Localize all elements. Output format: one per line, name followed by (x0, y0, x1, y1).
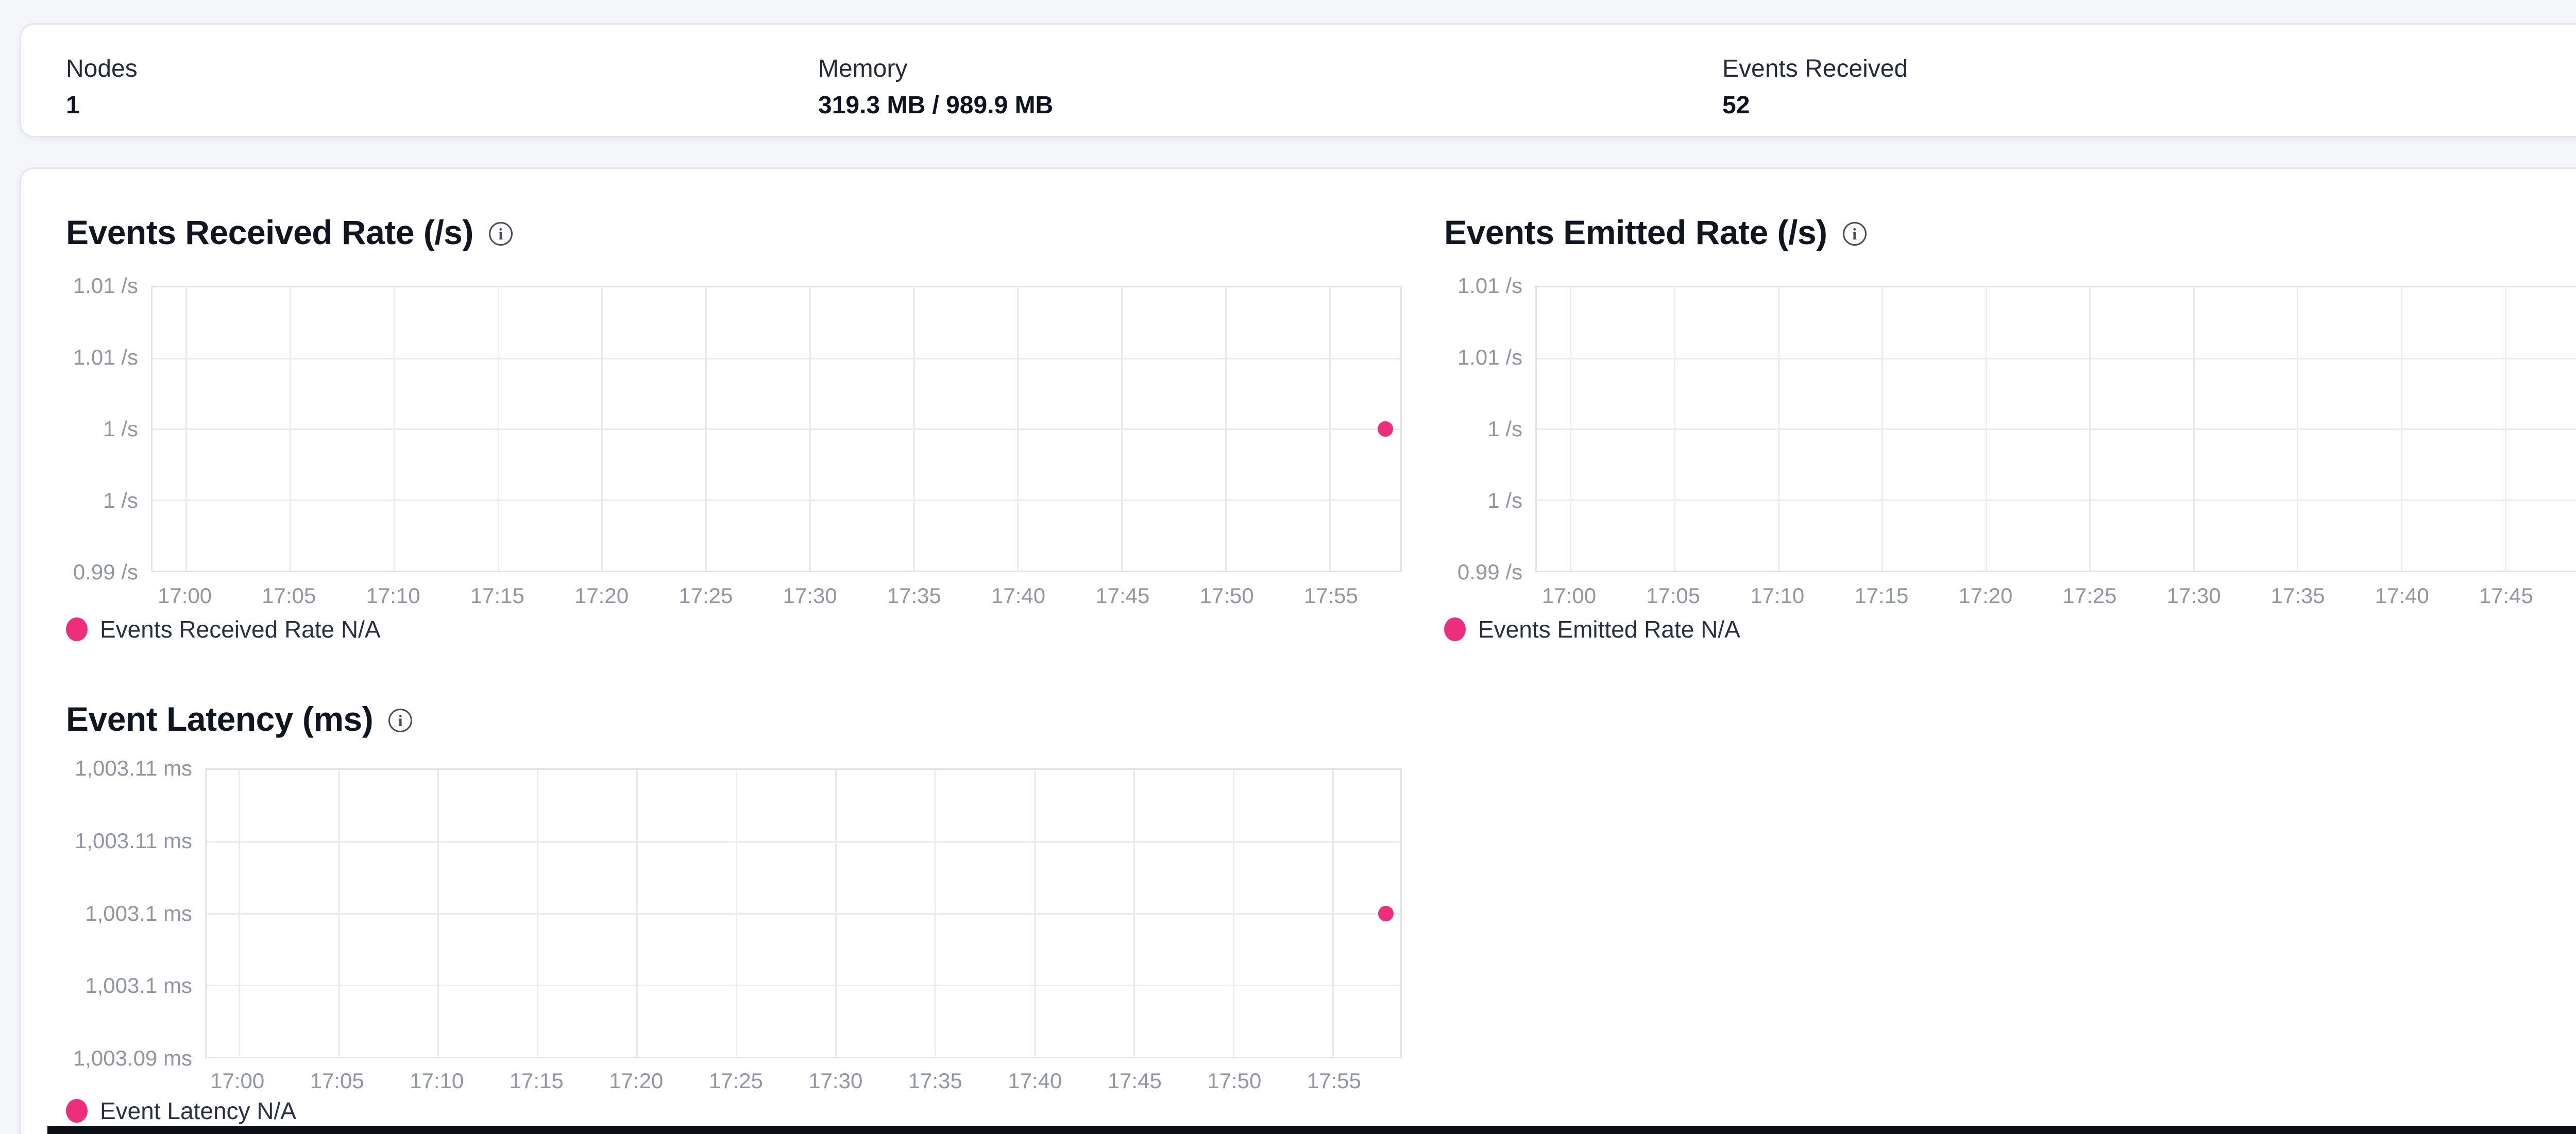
x-tick-label: 17:25 (679, 583, 733, 608)
x-tick-label: 17:40 (1008, 1069, 1062, 1093)
x-tick-label: 17:10 (1750, 583, 1805, 608)
y-tick-label: 1.01 /s (73, 273, 138, 298)
x-tick-label: 17:55 (1307, 1069, 1361, 1093)
chart-plot[interactable] (205, 768, 1402, 1058)
x-tick-label: 17:20 (574, 583, 629, 608)
legend-swatch (66, 1099, 88, 1123)
x-tick-label: 17:00 (1541, 583, 1597, 608)
chart-plot[interactable] (1535, 286, 2576, 572)
y-tick-label: 1.01 /s (73, 345, 138, 369)
chart-plot[interactable] (151, 286, 1402, 572)
stat-events-received: Events Received 52 (1722, 55, 1908, 119)
x-tick-label: 17:30 (783, 583, 837, 608)
stat-label: Events Received (1722, 55, 1908, 82)
x-tick-label: 17:10 (410, 1069, 464, 1093)
charts-panel: Events Received Rate (/s) i 1.01 /s 1.01 … (20, 167, 2576, 1134)
x-tick-label: 17:50 (1207, 1069, 1262, 1093)
y-tick-label: 0.99 /s (1457, 560, 1522, 584)
x-tick-label: 17:00 (157, 583, 212, 608)
info-icon[interactable]: i (1842, 222, 1867, 246)
x-axis: 17:00 17:05 17:10 17:15 17:20 17:25 17:30 17:35… (1535, 583, 2576, 614)
x-tick-label: 17:35 (887, 583, 941, 608)
x-tick-label: 17:45 (1095, 583, 1150, 608)
x-tick-label: 17:00 (210, 1069, 265, 1093)
x-tick-label: 17:20 (1958, 583, 2013, 608)
x-axis: 17:00 17:05 17:10 17:15 17:20 17:25 17:30 17:35… (205, 1069, 1402, 1099)
x-axis: 17:00 17:05 17:10 17:15 17:20 17:25 17:30 17:35… (151, 583, 1402, 614)
chart-events-emitted-rate: Events Emitted Rate (/s) i 1.01 /s 1.01 /… (1444, 208, 2576, 671)
chart-legend[interactable]: Events Emitted Rate N/A (1444, 615, 1740, 643)
stat-value: 1 (66, 92, 80, 119)
y-tick-label: 1,003.11 ms (74, 828, 192, 853)
chart-header: Events Emitted Rate (/s) i (1444, 208, 1867, 257)
stat-value: 52 (1722, 92, 1750, 119)
y-tick-label: 0.99 /s (73, 560, 138, 584)
x-tick-label: 17:30 (808, 1069, 863, 1093)
x-tick-label: 17:35 (908, 1069, 962, 1093)
stat-value: 319.3 MB / 989.9 MB (818, 92, 1054, 119)
x-tick-label: 17:50 (1199, 583, 1254, 608)
y-axis: 1.01 /s 1.01 /s 1 /s 1 /s 0.99 /s (66, 273, 138, 584)
y-tick-label: 1,003.1 ms (85, 901, 192, 925)
info-icon[interactable]: i (388, 709, 413, 732)
x-tick-label: 17:15 (1854, 583, 1909, 608)
y-tick-label: 1 /s (1487, 488, 1522, 512)
x-tick-label: 17:15 (509, 1069, 564, 1093)
y-tick-label: 1.01 /s (1457, 273, 1522, 298)
y-axis: 1.01 /s 1.01 /s 1 /s 1 /s 0.99 /s (1444, 273, 1522, 584)
legend-swatch (1444, 617, 1466, 641)
chart-legend[interactable]: Events Received Rate N/A (66, 615, 381, 643)
x-tick-label: 17:30 (2166, 583, 2221, 608)
legend-label: Event Latency N/A (100, 1097, 296, 1124)
x-tick-label: 17:45 (1107, 1069, 1162, 1093)
y-tick-label: 1.01 /s (1457, 345, 1522, 369)
legend-swatch (66, 617, 88, 641)
x-tick-label: 17:55 (1303, 583, 1358, 608)
y-tick-label: 1 /s (1487, 417, 1522, 441)
x-tick-label: 17:45 (2479, 583, 2533, 608)
data-point[interactable] (1377, 421, 1393, 437)
x-tick-label: 17:40 (2375, 583, 2429, 608)
x-tick-label: 17:25 (2062, 583, 2117, 608)
stat-nodes: Nodes 1 (66, 55, 138, 119)
data-point[interactable] (1378, 905, 1394, 921)
legend-label: Events Received Rate N/A (100, 616, 381, 643)
bottom-cutoff-panel (47, 1126, 2576, 1134)
x-tick-label: 17:10 (366, 583, 420, 608)
x-tick-label: 17:25 (708, 1069, 763, 1093)
stat-label: Nodes (66, 55, 138, 82)
x-tick-label: 17:05 (262, 583, 316, 608)
x-tick-label: 17:05 (310, 1069, 364, 1093)
x-tick-label: 17:35 (2270, 583, 2325, 608)
x-tick-label: 17:40 (991, 583, 1046, 608)
chart-events-received-rate: Events Received Rate (/s) i 1.01 /s 1.01 … (66, 208, 1447, 671)
x-tick-label: 17:05 (1646, 583, 1701, 608)
y-tick-label: 1,003.11 ms (74, 756, 192, 780)
info-icon[interactable]: i (488, 222, 513, 246)
chart-header: Events Received Rate (/s) i (66, 208, 513, 257)
chart-event-latency: Event Latency (ms) i 1,003.11 ms 1,003.11… (66, 694, 1447, 1134)
legend-label: Events Emitted Rate N/A (1478, 616, 1740, 643)
stat-label: Memory (818, 55, 908, 82)
x-tick-label: 17:20 (609, 1069, 664, 1093)
chart-title: Events Emitted Rate (/s) (1444, 213, 1827, 251)
chart-title: Events Received Rate (/s) (66, 213, 473, 251)
y-tick-label: 1 /s (103, 488, 138, 512)
y-tick-label: 1,003.09 ms (73, 1046, 192, 1070)
chart-title: Event Latency (ms) (66, 700, 374, 738)
stats-bar: Nodes 1 Memory 319.3 MB / 989.9 MB Event… (20, 23, 2576, 138)
chart-header: Event Latency (ms) i (66, 694, 413, 744)
stat-memory: Memory 319.3 MB / 989.9 MB (818, 55, 1053, 119)
y-tick-label: 1,003.1 ms (85, 973, 192, 998)
x-tick-label: 17:15 (470, 583, 524, 608)
y-tick-label: 1 /s (103, 417, 138, 441)
y-axis: 1,003.11 ms 1,003.11 ms 1,003.1 ms 1,003.1 … (66, 756, 192, 1070)
chart-legend[interactable]: Event Latency N/A (66, 1097, 296, 1125)
